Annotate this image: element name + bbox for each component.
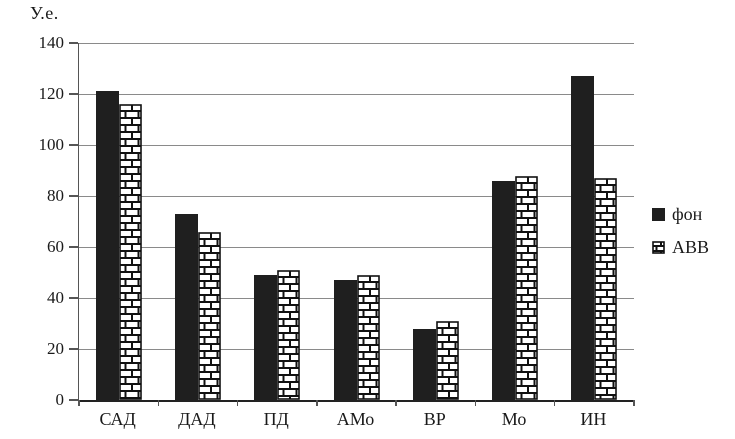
bar-АВВ-САД	[118, 104, 142, 400]
plot-area	[69, 42, 635, 406]
x-category-label-ДАД: ДАД	[178, 409, 216, 429]
bar-АВВ-Мо	[515, 176, 538, 400]
x-category-label-САД: САД	[99, 409, 136, 429]
legend-item-АВВ: АВВ	[652, 237, 709, 257]
x-category-label-АМо: АМо	[336, 409, 375, 429]
x-category-label-ВР: ВР	[423, 409, 446, 429]
y-tick-label-20: 20	[47, 339, 64, 358]
bar-фон-АМо	[333, 280, 357, 400]
legend-label: АВВ	[672, 237, 710, 257]
bar-фон-САД	[95, 91, 119, 400]
y-tick-0	[69, 399, 78, 401]
legend-swatch-solid-icon	[652, 207, 665, 221]
bar-фон-ДАД	[174, 214, 198, 400]
y-tick-label-120: 120	[38, 84, 65, 103]
y-tick-label-80: 80	[47, 186, 64, 205]
y-tick-label-140: 140	[38, 33, 65, 52]
y-tick-140	[69, 42, 78, 44]
x-category-label-ПД: ПД	[263, 409, 289, 429]
gridline-140	[79, 42, 634, 44]
legend-item-фон: фон	[652, 204, 709, 224]
x-tick-3	[316, 400, 318, 406]
x-tick-1	[157, 400, 160, 406]
bar-АВВ-ПД	[277, 270, 301, 400]
gridline-100	[79, 144, 634, 146]
x-tick-6	[553, 400, 556, 406]
bar-фон-ИН	[571, 76, 595, 400]
y-tick-100	[69, 144, 78, 146]
bar-АВВ-ДАД	[198, 232, 221, 400]
bar-фон-Мо	[492, 181, 516, 400]
x-category-label-ИН: ИН	[580, 409, 607, 429]
y-tick-label-40: 40	[47, 288, 64, 307]
y-tick-40	[69, 297, 78, 299]
gridline-120	[79, 93, 634, 95]
x-tick-2	[236, 400, 239, 406]
y-tick-label-60: 60	[47, 237, 64, 256]
bar-фон-ВР	[412, 329, 436, 400]
x-tick-5	[474, 400, 477, 406]
gridline-60	[79, 246, 634, 248]
y-tick-label-0: 0	[55, 390, 65, 409]
gridline-40	[79, 297, 634, 299]
x-category-label-Мо: Мо	[501, 409, 527, 429]
y-tick-label-100: 100	[38, 135, 65, 154]
chart-legend: фон АВВ	[652, 204, 709, 257]
y-tick-60	[69, 246, 78, 248]
legend-label: фон	[672, 204, 703, 224]
bar-АВВ-ВР	[435, 321, 459, 400]
bar-АВВ-ИН	[594, 178, 618, 400]
y-tick-20	[69, 348, 78, 350]
bar-АВВ-АМо	[356, 275, 380, 400]
y-tick-80	[69, 195, 78, 197]
x-tick-0	[78, 400, 80, 406]
bar-фон-ПД	[254, 275, 278, 400]
x-tick-7	[633, 400, 635, 406]
x-tick-4	[395, 400, 397, 406]
legend-swatch-brick-icon	[652, 240, 665, 254]
gridline-20	[79, 348, 634, 350]
gridline-80	[79, 195, 634, 197]
y-tick-120	[69, 93, 78, 95]
y-axis-unit-label: У.е.	[30, 3, 59, 23]
